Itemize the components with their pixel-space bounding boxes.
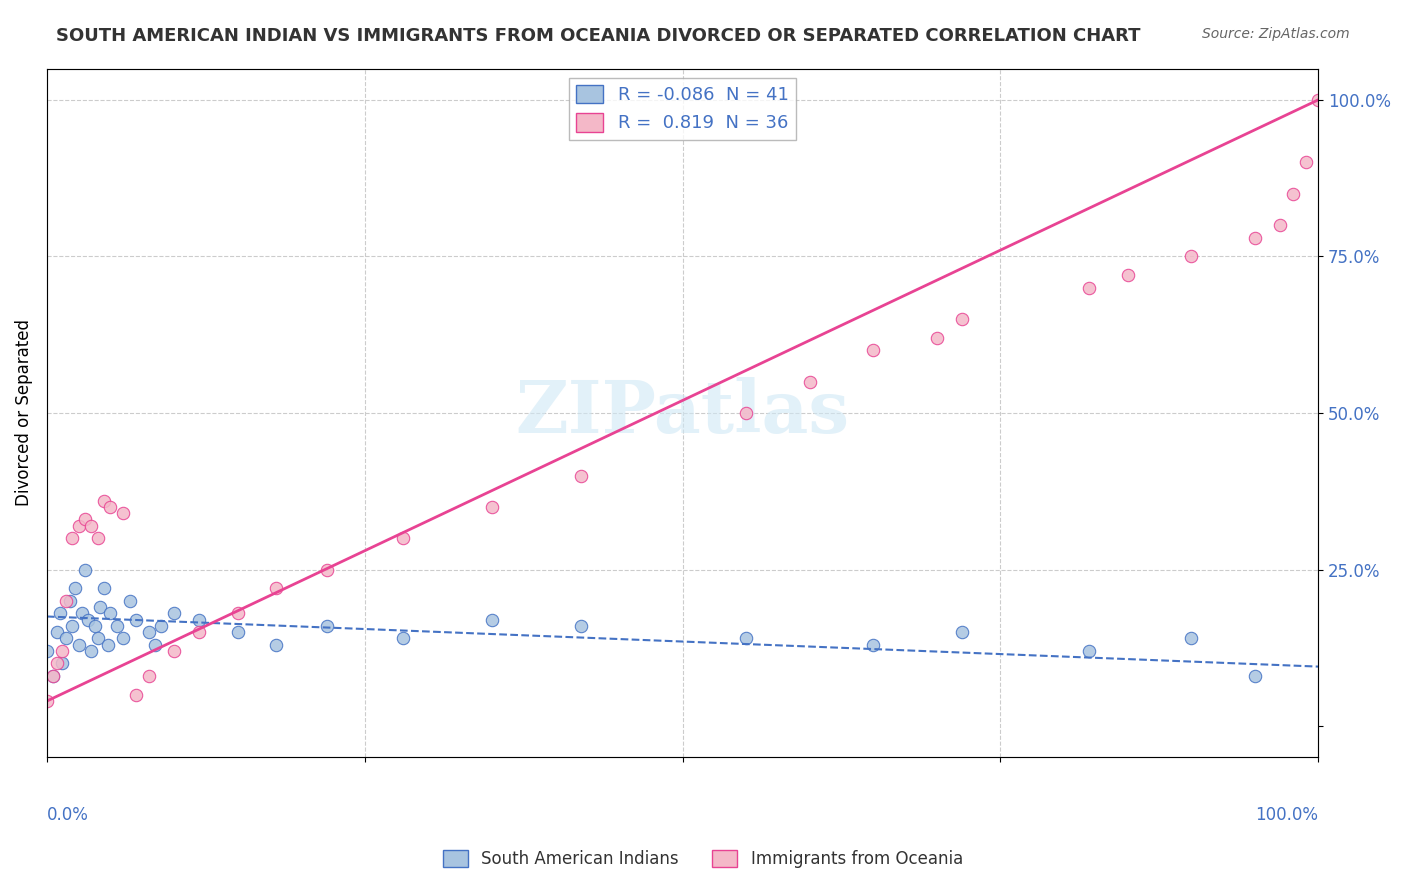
Point <box>60 619 83 633</box>
Point <box>569 619 592 633</box>
Point <box>100 500 122 514</box>
Point <box>1078 644 1101 658</box>
Point <box>1295 155 1317 169</box>
Point <box>1282 186 1305 201</box>
Point <box>138 669 160 683</box>
Point <box>84 619 107 633</box>
Point <box>76 613 98 627</box>
Point <box>51 657 73 671</box>
Point <box>315 619 337 633</box>
Point <box>55 632 77 646</box>
Point <box>1180 249 1202 263</box>
Point <box>163 607 186 621</box>
Point <box>264 582 287 596</box>
Point <box>112 506 135 520</box>
Point <box>1116 268 1139 283</box>
Point <box>569 468 592 483</box>
Point <box>862 343 884 358</box>
Point <box>163 644 186 658</box>
Point <box>63 582 86 596</box>
Point <box>950 312 973 326</box>
Point <box>143 638 166 652</box>
Text: ZIPatlas: ZIPatlas <box>516 377 849 449</box>
Point <box>93 582 115 596</box>
Point <box>150 619 173 633</box>
Point <box>51 644 73 658</box>
Point <box>1308 93 1330 107</box>
Point <box>481 613 503 627</box>
Legend: South American Indians, Immigrants from Oceania: South American Indians, Immigrants from … <box>436 843 970 875</box>
Point <box>226 607 249 621</box>
Point <box>392 531 415 545</box>
Point <box>1078 281 1101 295</box>
Point <box>35 644 58 658</box>
Point <box>1243 669 1265 683</box>
Point <box>392 632 415 646</box>
Point <box>264 638 287 652</box>
Point <box>315 562 337 576</box>
Point <box>80 518 103 533</box>
Point <box>72 607 94 621</box>
Point <box>59 594 82 608</box>
Point <box>1243 230 1265 244</box>
Point <box>67 638 90 652</box>
Point <box>48 607 70 621</box>
Point <box>125 688 148 702</box>
Point <box>950 625 973 640</box>
Point <box>87 531 110 545</box>
Point <box>35 694 58 708</box>
Point <box>80 644 103 658</box>
Point <box>100 607 122 621</box>
Text: Source: ZipAtlas.com: Source: ZipAtlas.com <box>1202 27 1350 41</box>
Point <box>188 613 211 627</box>
Point <box>87 632 110 646</box>
Point <box>112 632 135 646</box>
Y-axis label: Divorced or Separated: Divorced or Separated <box>15 319 32 507</box>
Point <box>42 669 65 683</box>
Point <box>118 594 141 608</box>
Point <box>42 669 65 683</box>
Point <box>799 375 821 389</box>
Point <box>55 594 77 608</box>
Legend: R = -0.086  N = 41, R =  0.819  N = 36: R = -0.086 N = 41, R = 0.819 N = 36 <box>569 78 796 140</box>
Point <box>188 625 211 640</box>
Point <box>226 625 249 640</box>
Point <box>46 625 69 640</box>
Point <box>105 619 128 633</box>
Point <box>125 613 148 627</box>
Text: SOUTH AMERICAN INDIAN VS IMMIGRANTS FROM OCEANIA DIVORCED OR SEPARATED CORRELATI: SOUTH AMERICAN INDIAN VS IMMIGRANTS FROM… <box>56 27 1140 45</box>
Point <box>89 600 111 615</box>
Point <box>925 331 948 345</box>
Point <box>73 562 96 576</box>
Point <box>1180 632 1202 646</box>
Point <box>97 638 120 652</box>
Text: 0.0%: 0.0% <box>46 805 89 823</box>
Point <box>138 625 160 640</box>
Point <box>46 657 69 671</box>
Point <box>481 500 503 514</box>
Point <box>735 406 758 420</box>
Point <box>862 638 884 652</box>
Point <box>1268 218 1291 232</box>
Point <box>73 512 96 526</box>
Point <box>67 518 90 533</box>
Text: 100.0%: 100.0% <box>1256 805 1319 823</box>
Point <box>735 632 758 646</box>
Point <box>93 493 115 508</box>
Point <box>60 531 83 545</box>
